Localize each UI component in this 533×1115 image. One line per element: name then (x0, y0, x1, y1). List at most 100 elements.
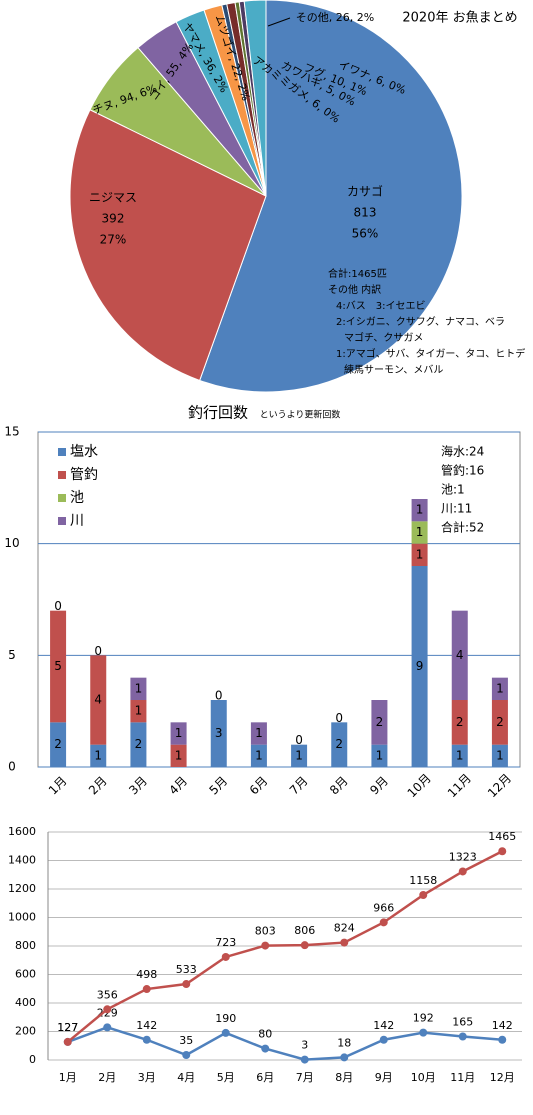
chart-title: 2020年 お魚まとめ (402, 11, 517, 26)
annotation: 川:11 (441, 502, 472, 516)
point-label: 3 (301, 1039, 308, 1052)
point-label: 806 (294, 924, 315, 937)
bar-label: 1 (376, 748, 384, 762)
bar-label: 0 (215, 689, 223, 703)
bar-segment (50, 722, 67, 767)
slice-label: ニジマス (89, 191, 137, 205)
pie-slice (69, 109, 267, 382)
x-tick-label: 4月 (177, 1071, 195, 1084)
point-label: 18 (337, 1036, 351, 1049)
marker (300, 1055, 309, 1064)
x-tick-label: 10月 (405, 771, 434, 800)
point-label: 803 (255, 925, 276, 938)
bar-label: 1 (255, 748, 263, 762)
point-label: 498 (136, 968, 157, 981)
annotation: 合計:1465匹 (328, 267, 387, 280)
y-tick-label: 0 (29, 1053, 36, 1066)
annotation: 1:アマゴ、サバ、タイガー、タコ、ヒトデ (336, 347, 525, 360)
y-tick-label: 1200 (8, 882, 36, 895)
marker (458, 867, 467, 876)
bar-segment (491, 700, 508, 745)
bar-segment (210, 700, 227, 767)
bar-label: 2 (335, 737, 343, 751)
y-tick-label: 200 (15, 1025, 36, 1038)
marker (221, 1028, 230, 1037)
bar-segment (130, 677, 147, 700)
marker (221, 952, 230, 961)
pie-slice (199, 0, 463, 393)
point-label: 824 (334, 922, 355, 935)
x-tick-label: 8月 (335, 1071, 353, 1084)
point-label: 192 (413, 1012, 434, 1025)
slice-label: カサゴ (347, 184, 383, 199)
x-tick-label: 7月 (296, 1071, 314, 1084)
point-label: 80 (258, 1028, 272, 1041)
marker (63, 1037, 72, 1046)
x-tick-label: 3月 (138, 1071, 156, 1084)
bar-label: 0 (295, 733, 303, 747)
bar-label: 4 (94, 693, 102, 707)
bar-segment (170, 722, 187, 745)
pie-slice (243, 0, 267, 197)
x-tick-label: 9月 (367, 774, 391, 798)
annotation: 合計:52 (441, 520, 484, 535)
point-label: 1158 (409, 874, 437, 887)
y-tick-label: 5 (8, 648, 16, 662)
marker (182, 980, 191, 989)
line (66, 850, 503, 1043)
x-tick-label: 8月 (327, 774, 351, 798)
bar-label: 2 (456, 715, 464, 729)
slice-label: 813 (354, 206, 377, 220)
x-tick-label: 5月 (207, 774, 231, 798)
bar-segment (90, 655, 107, 745)
point-label: 1465 (488, 830, 516, 843)
legend-label: 川 (70, 513, 84, 529)
point-label: 127 (57, 1021, 78, 1034)
slice-label: その他, 26, 2% (296, 11, 374, 24)
x-tick-label: 11月 (450, 1071, 475, 1084)
marker (498, 847, 507, 856)
bar-segment (291, 744, 308, 767)
bar-label: 3 (215, 726, 223, 740)
x-tick-label: 7月 (287, 774, 311, 798)
bar-label: 2 (135, 737, 143, 751)
x-tick-label: 11月 (445, 771, 474, 800)
y-tick-label: 800 (15, 939, 36, 952)
bar-segment (411, 521, 428, 544)
point-label: 165 (452, 1015, 473, 1028)
point-label: 966 (373, 901, 394, 914)
slice-label: 27% (100, 233, 127, 247)
legend-swatch (58, 448, 66, 456)
annotation: 池:1 (441, 483, 465, 497)
bar-segment (411, 566, 428, 767)
legend-label: 塩水 (70, 444, 98, 460)
bar-label: 2 (54, 737, 62, 751)
bar-label: 1 (94, 748, 102, 762)
x-tick-label: 2月 (86, 774, 110, 798)
bar-label: 1 (416, 525, 424, 539)
marker (458, 1032, 467, 1041)
chart-title: 釣行回数 (188, 404, 248, 422)
x-tick-label: 12月 (485, 771, 514, 800)
bar-label: 1 (456, 748, 464, 762)
y-tick-label: 1600 (8, 825, 36, 838)
x-tick-label: 9月 (375, 1071, 393, 1084)
marker (419, 1028, 428, 1037)
point-label: 142 (373, 1019, 394, 1032)
y-tick-label: 10 (4, 536, 19, 550)
bar-label: 1 (295, 748, 303, 762)
annotation: 2:イシガニ、クサフグ、ナマコ、ベラ (336, 315, 505, 328)
bar-label: 9 (416, 659, 424, 673)
annotation: その他 内訳 (328, 283, 381, 296)
annotation: 海水:24 (441, 444, 484, 459)
marker (261, 941, 270, 950)
point-label: 127 (57, 1021, 78, 1034)
annotation: 練馬サーモン、メバル (344, 363, 443, 376)
y-tick-label: 15 (4, 425, 19, 439)
y-tick-label: 400 (15, 996, 36, 1009)
marker (103, 1023, 112, 1032)
bar-label: 0 (94, 644, 102, 658)
x-tick-label: 10月 (411, 1071, 436, 1084)
bar-segment (411, 543, 428, 566)
